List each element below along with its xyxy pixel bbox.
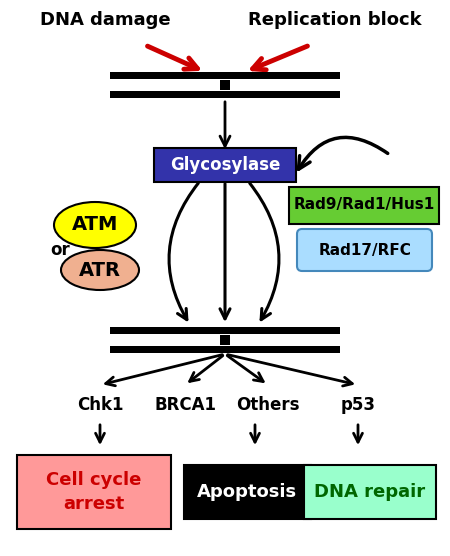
Bar bbox=[202, 79, 209, 91]
Bar bbox=[149, 334, 156, 346]
Bar bbox=[136, 79, 143, 91]
Text: p53: p53 bbox=[341, 396, 375, 414]
Text: Chk1: Chk1 bbox=[77, 396, 123, 414]
Ellipse shape bbox=[61, 250, 139, 290]
Bar bbox=[220, 335, 230, 345]
Bar bbox=[110, 79, 117, 91]
Text: Replication block: Replication block bbox=[248, 11, 422, 29]
Bar bbox=[267, 79, 274, 91]
Text: BRCA1: BRCA1 bbox=[154, 396, 216, 414]
Bar bbox=[294, 79, 301, 91]
Bar bbox=[215, 334, 222, 346]
Bar bbox=[110, 72, 340, 79]
Text: ATM: ATM bbox=[72, 216, 118, 235]
Bar bbox=[254, 79, 261, 91]
FancyBboxPatch shape bbox=[297, 229, 432, 271]
Bar bbox=[110, 334, 117, 346]
Bar bbox=[110, 91, 340, 98]
Ellipse shape bbox=[54, 202, 136, 248]
Bar bbox=[228, 79, 235, 91]
Bar bbox=[149, 79, 156, 91]
Bar bbox=[307, 79, 314, 91]
Bar bbox=[136, 334, 143, 346]
Text: DNA repair: DNA repair bbox=[315, 483, 426, 501]
Text: DNA damage: DNA damage bbox=[40, 11, 170, 29]
Bar bbox=[110, 327, 340, 334]
Bar bbox=[110, 346, 340, 353]
Text: Rad9/Rad1/Hus1: Rad9/Rad1/Hus1 bbox=[293, 197, 435, 212]
Bar bbox=[162, 79, 170, 91]
Text: Glycosylase: Glycosylase bbox=[170, 156, 280, 174]
Bar bbox=[220, 80, 230, 90]
Text: or: or bbox=[50, 241, 70, 259]
Bar bbox=[333, 334, 340, 346]
Bar bbox=[254, 334, 261, 346]
FancyBboxPatch shape bbox=[289, 187, 439, 224]
Bar bbox=[333, 79, 340, 91]
FancyBboxPatch shape bbox=[17, 455, 171, 529]
FancyBboxPatch shape bbox=[304, 465, 436, 519]
Bar bbox=[280, 79, 288, 91]
Bar bbox=[267, 334, 274, 346]
Bar bbox=[162, 334, 170, 346]
Text: ATR: ATR bbox=[79, 261, 121, 280]
Bar bbox=[202, 334, 209, 346]
Bar bbox=[280, 334, 288, 346]
Bar bbox=[189, 79, 196, 91]
Text: Rad17/RFC: Rad17/RFC bbox=[319, 242, 411, 257]
FancyBboxPatch shape bbox=[184, 465, 311, 519]
FancyBboxPatch shape bbox=[154, 148, 296, 182]
Bar bbox=[189, 334, 196, 346]
Text: Apoptosis: Apoptosis bbox=[197, 483, 297, 501]
Bar bbox=[241, 79, 248, 91]
Bar bbox=[123, 79, 130, 91]
Text: Cell cycle
arrest: Cell cycle arrest bbox=[46, 471, 142, 513]
Bar bbox=[294, 334, 301, 346]
Bar bbox=[176, 79, 183, 91]
Bar bbox=[320, 334, 327, 346]
Bar bbox=[123, 334, 130, 346]
Bar bbox=[307, 334, 314, 346]
Bar bbox=[228, 334, 235, 346]
Bar bbox=[176, 334, 183, 346]
Bar bbox=[241, 334, 248, 346]
Bar bbox=[215, 79, 222, 91]
Bar bbox=[320, 79, 327, 91]
Text: Others: Others bbox=[236, 396, 300, 414]
